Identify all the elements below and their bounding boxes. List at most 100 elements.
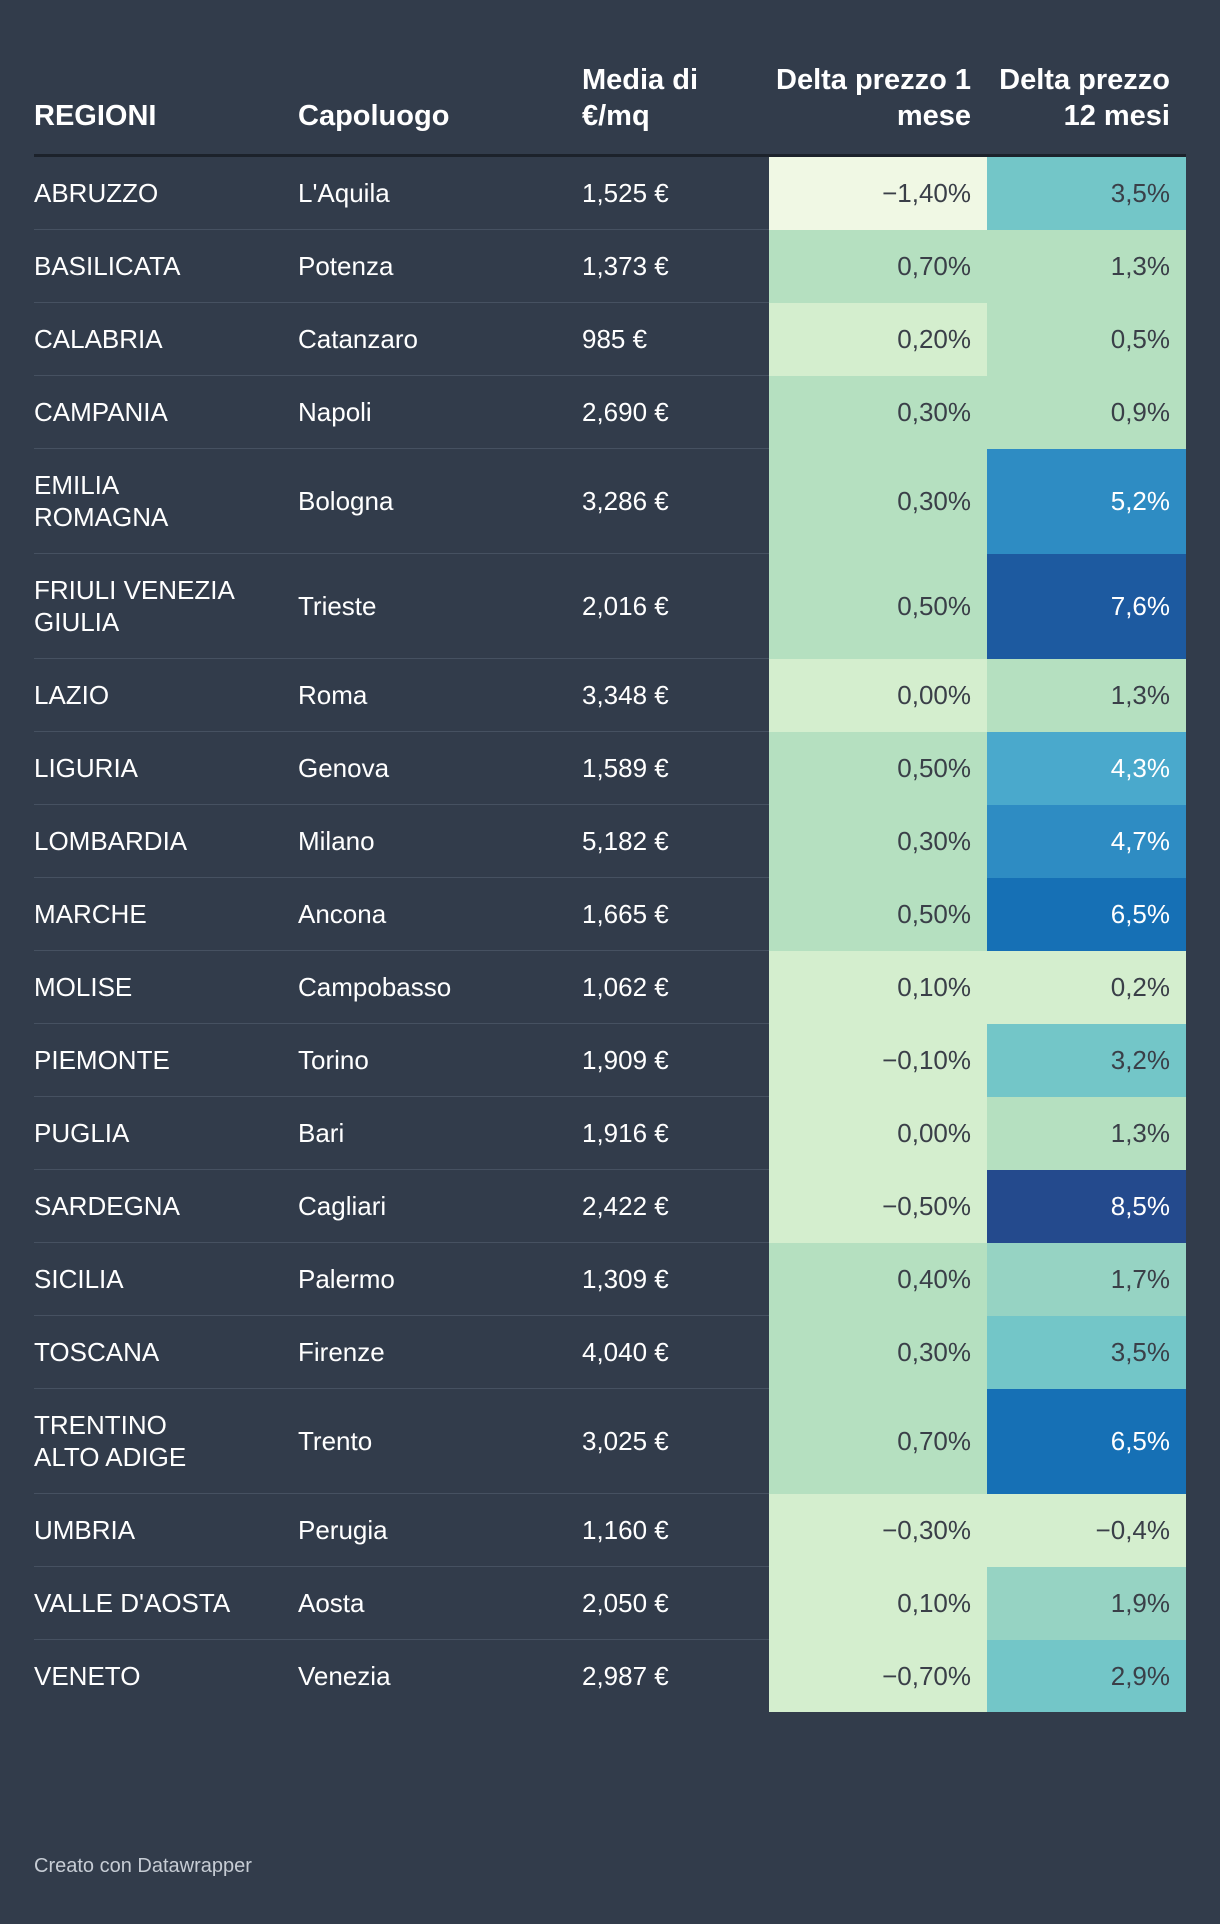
header-row: REGIONI Capoluogo Media di €/mq Delta pr… (34, 62, 1186, 157)
delta-1-mese-cell: −0,70% (769, 1639, 987, 1712)
price-cell: 1,309 € (582, 1242, 769, 1316)
price-cell: 5,182 € (582, 804, 769, 878)
region-cell: TRENTINO ALTO ADIGE (34, 1388, 298, 1494)
capoluogo-cell: Roma (298, 658, 582, 732)
delta-1-mese-cell: 0,70% (769, 229, 987, 303)
delta-12-mesi-cell: 1,3% (987, 658, 1186, 732)
region-cell: PIEMONTE (34, 1023, 298, 1097)
table-row: ABRUZZO L'Aquila 1,525 € −1,40% 3,5% (34, 155, 1186, 230)
delta-1-mese-cell: 0,10% (769, 950, 987, 1024)
price-cell: 4,040 € (582, 1315, 769, 1389)
region-cell: TOSCANA (34, 1315, 298, 1389)
delta-12-mesi-cell: 8,5% (987, 1169, 1186, 1243)
table-row: SARDEGNA Cagliari 2,422 € −0,50% 8,5% (34, 1169, 1186, 1243)
delta-1-mese-cell: 0,10% (769, 1566, 987, 1640)
delta-1-mese-cell: −0,10% (769, 1023, 987, 1097)
region-cell: CALABRIA (34, 302, 298, 376)
price-cell: 985 € (582, 302, 769, 376)
delta-1-mese-cell: 0,30% (769, 804, 987, 878)
region-cell: SARDEGNA (34, 1169, 298, 1243)
region-cell: MOLISE (34, 950, 298, 1024)
delta-12-mesi-cell: 0,5% (987, 302, 1186, 376)
price-cell: 3,348 € (582, 658, 769, 732)
delta-12-mesi-cell: 1,9% (987, 1566, 1186, 1640)
delta-1-mese-cell: 0,50% (769, 731, 987, 805)
price-cell: 2,016 € (582, 553, 769, 659)
delta-12-mesi-cell: 1,3% (987, 229, 1186, 303)
region-cell: VALLE D'AOSTA (34, 1566, 298, 1640)
capoluogo-cell: Catanzaro (298, 302, 582, 376)
delta-12-mesi-cell: 3,5% (987, 1315, 1186, 1389)
table-body: ABRUZZO L'Aquila 1,525 € −1,40% 3,5% BASILICA… (34, 155, 1186, 1712)
table-row: LOMBARDIA Milano 5,182 €0,30% 4,7% (34, 804, 1186, 878)
region-cell: BASILICATA (34, 229, 298, 303)
table-row: CALABRIA Catanzaro 985 €0,20% 0,5% (34, 302, 1186, 376)
header-delta-12-mesi: Delta prezzo 12 mesi (987, 62, 1186, 157)
delta-12-mesi-cell: 6,5% (987, 1388, 1186, 1494)
delta-1-mese-cell: 0,30% (769, 1315, 987, 1389)
delta-1-mese-cell: 0,30% (769, 375, 987, 449)
capoluogo-cell: Trieste (298, 553, 582, 659)
delta-1-mese-cell: 0,40% (769, 1242, 987, 1316)
price-cell: 1,909 € (582, 1023, 769, 1097)
capoluogo-cell: Cagliari (298, 1169, 582, 1243)
table-row: SICILIA Palermo 1,309 €0,40% 1,7% (34, 1242, 1186, 1316)
delta-12-mesi-cell: 1,3% (987, 1096, 1186, 1170)
capoluogo-cell: L'Aquila (298, 178, 390, 208)
delta-1-mese-cell: 0,00% (769, 1096, 987, 1170)
footer-credit: Creato con Datawrapper (34, 1855, 252, 1877)
data-table: REGIONI Capoluogo Media di €/mq Delta pr… (34, 62, 1186, 1712)
capoluogo-cell: Torino (298, 1023, 582, 1097)
region-cell: MARCHE (34, 877, 298, 951)
table-row: BASILICATA Potenza 1,373 €0,70% 1,3% (34, 229, 1186, 303)
delta-1-mese-cell: −0,30% (769, 1493, 987, 1567)
header-delta-1-mese: Delta prezzo 1 mese (769, 62, 987, 157)
capoluogo-cell: Genova (298, 731, 582, 805)
capoluogo-cell: Aosta (298, 1566, 582, 1640)
price-cell: 1,665 € (582, 877, 769, 951)
delta-12-mesi-cell: 2,9% (987, 1639, 1186, 1712)
delta-12-mesi-cell: 3,2% (987, 1023, 1186, 1097)
delta-12-mesi-cell: 3,5% (987, 155, 1186, 230)
price-cell: 1,160 € (582, 1493, 769, 1567)
capoluogo-cell: Potenza (298, 229, 582, 303)
capoluogo-cell: Campobasso (298, 950, 582, 1024)
table-row: MOLISE Campobasso 1,062 €0,10% 0,2% (34, 950, 1186, 1024)
region-cell: LIGURIA (34, 731, 298, 805)
region-cell: LAZIO (34, 658, 298, 732)
capoluogo-cell: Perugia (298, 1493, 582, 1567)
price-cell: 1,373 € (582, 229, 769, 303)
price-cell: 1,062 € (582, 950, 769, 1024)
region-cell: LOMBARDIA (34, 804, 298, 878)
table-row: VALLE D'AOSTA Aosta 2,050 €0,10% 1,9% (34, 1566, 1186, 1640)
delta-1-mese-cell: −0,50% (769, 1169, 987, 1243)
capoluogo-cell: Bari (298, 1096, 582, 1170)
price-cell: 1,916 € (582, 1096, 769, 1170)
delta-1-mese-cell: −1,40% (769, 155, 987, 230)
price-cell: 2,690 € (582, 375, 769, 449)
delta-12-mesi-cell: 0,2% (987, 950, 1186, 1024)
capoluogo-cell: Firenze (298, 1315, 582, 1389)
table-row: MARCHE Ancona 1,665 €0,50% 6,5% (34, 877, 1186, 951)
delta-12-mesi-cell: −0,4% (987, 1493, 1186, 1567)
table-row: FRIULI VENEZIA GIULIA Trieste 2,016 €0,50%… (34, 553, 1186, 659)
region-cell: EMILIA ROMAGNA (34, 448, 298, 554)
header-regioni: REGIONI (34, 62, 298, 157)
region-cell: FRIULI VENEZIA GIULIA (34, 553, 298, 659)
capoluogo-cell: Milano (298, 804, 582, 878)
delta-1-mese-cell: 0,50% (769, 553, 987, 659)
region-cell: VENETO (34, 1639, 298, 1712)
price-cell: 2,422 € (582, 1169, 769, 1243)
delta-12-mesi-cell: 4,7% (987, 804, 1186, 878)
price-cell: 3,025 € (582, 1388, 769, 1494)
capoluogo-cell: Venezia (298, 1639, 582, 1712)
price-cell: 2,987 € (582, 1639, 769, 1712)
capoluogo-cell: Trento (298, 1388, 582, 1494)
price-cell: 3,286 € (582, 448, 769, 554)
capoluogo-cell: Bologna (298, 448, 582, 554)
capoluogo-cell: Napoli (298, 375, 582, 449)
delta-12-mesi-cell: 1,7% (987, 1242, 1186, 1316)
region-cell: CAMPANIA (34, 375, 298, 449)
table-row: VENETO Venezia 2,987 € −0,70% 2,9% (34, 1639, 1186, 1712)
delta-1-mese-cell: 0,30% (769, 448, 987, 554)
